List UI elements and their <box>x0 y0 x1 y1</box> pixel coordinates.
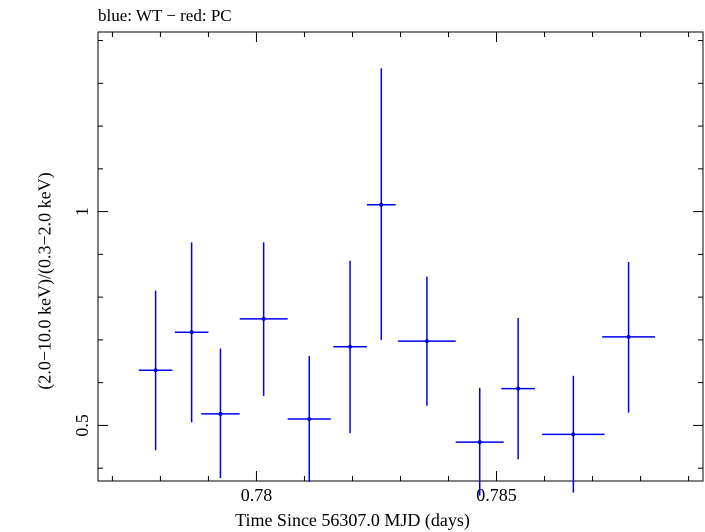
x-tick-label: 0.78 <box>241 485 273 505</box>
point-marker <box>516 386 521 391</box>
point-marker <box>424 339 429 344</box>
data-point <box>455 387 504 496</box>
point-marker <box>189 330 194 335</box>
x-tick-label: 0.785 <box>476 485 517 505</box>
point-marker <box>153 368 158 373</box>
data-point <box>398 276 456 406</box>
data-point <box>201 348 240 479</box>
point-marker <box>348 344 353 349</box>
y-tick-label: 1 <box>72 207 92 216</box>
point-marker <box>307 416 312 421</box>
data-point <box>333 260 367 434</box>
axis-ticks: 0.78 0.785 0.5 1 <box>72 32 703 505</box>
data-point <box>239 242 288 396</box>
point-marker <box>379 202 384 207</box>
data-point <box>501 318 535 460</box>
data-point <box>602 262 655 413</box>
plot-frame <box>97 31 704 482</box>
data-point <box>174 242 209 423</box>
data-point <box>542 375 605 493</box>
data-point <box>287 356 331 482</box>
point-marker <box>477 440 482 445</box>
point-marker <box>626 334 631 339</box>
y-tick-label: 0.5 <box>72 414 92 437</box>
point-marker <box>261 316 266 321</box>
y-axis-label: (2.0−10.0 keV)/(0.3−2.0 keV) <box>34 172 55 390</box>
chart-title: blue: WT − red: PC <box>98 6 232 25</box>
data-points <box>138 68 655 496</box>
data-point <box>366 68 396 340</box>
data-point <box>138 290 173 451</box>
point-marker <box>218 411 223 416</box>
point-marker <box>571 432 576 437</box>
x-axis-label: Time Since 56307.0 MJD (days) <box>235 510 470 530</box>
